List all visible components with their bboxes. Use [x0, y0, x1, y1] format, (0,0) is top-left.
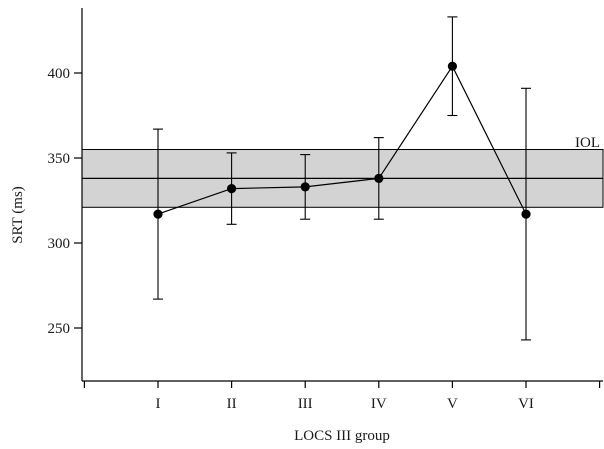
data-point [227, 184, 237, 194]
points [153, 61, 531, 219]
x-tick-label: III [298, 396, 313, 412]
x-ticks: I II III IV V VI [83, 381, 601, 412]
data-point [300, 182, 310, 192]
data-point [521, 209, 531, 219]
series-line-group [157, 64, 527, 215]
x-axis-title: LOCS III group [294, 428, 390, 444]
y-tick-label: 350 [48, 151, 71, 167]
y-tick-label: 250 [48, 321, 71, 337]
x-tick-label: II [227, 396, 237, 412]
y-ticks: 250 300 350 400 [48, 66, 82, 337]
data-point [447, 61, 457, 71]
y-axis-title: SRT (ms) [10, 186, 26, 244]
data-point [374, 173, 384, 183]
y-tick-label: 400 [48, 66, 71, 82]
x-tick-label: V [447, 396, 458, 412]
x-tick-label: IV [371, 396, 387, 412]
axes [81, 8, 603, 382]
data-point [153, 209, 163, 219]
reference-band-group [81, 149, 604, 208]
x-tick-label: VI [518, 396, 534, 412]
reference-band-label: IOL [575, 135, 600, 151]
series-line [157, 64, 527, 215]
x-tick-label: I [156, 396, 161, 412]
y-tick-label: 300 [48, 236, 71, 252]
